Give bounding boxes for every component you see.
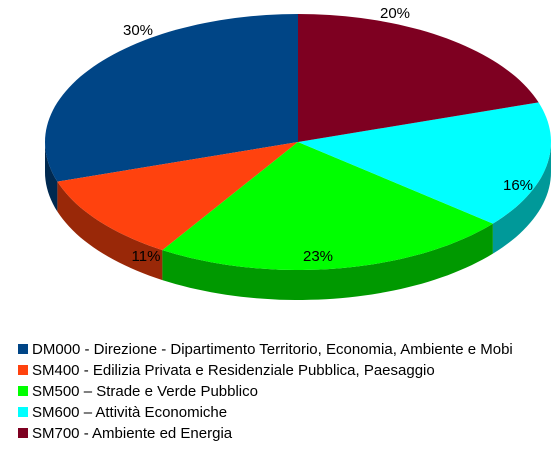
legend-swatch [18, 344, 28, 354]
slice-side [162, 223, 493, 300]
slice [45, 14, 298, 182]
legend-label: DM000 - Direzione - Dipartimento Territo… [32, 341, 513, 358]
slice [57, 142, 299, 251]
legend-label: SM500 – Strade e Verde Pubblico [32, 383, 258, 400]
slice-label: 20% [380, 5, 410, 22]
slice-side [492, 142, 551, 254]
slice [162, 142, 493, 270]
legend-swatch [18, 365, 28, 375]
slice-label: 16% [503, 177, 533, 194]
slice [298, 14, 539, 142]
legend-swatch [18, 407, 28, 417]
slice-side [45, 142, 58, 212]
legend-swatch [18, 428, 28, 438]
slice-label: 23% [303, 248, 333, 265]
legend-label: SM700 - Ambiente ed Energia [32, 425, 233, 442]
slice [298, 102, 551, 224]
legend-label: SM600 – Attività Economiche [32, 404, 227, 421]
legend-label: SM400 - Edilizia Privata e Residenziale … [32, 362, 435, 379]
legend-swatch [18, 386, 28, 396]
slice-label: 30% [123, 22, 153, 39]
slice-side [57, 181, 163, 281]
slice-label: 11% [132, 248, 161, 265]
